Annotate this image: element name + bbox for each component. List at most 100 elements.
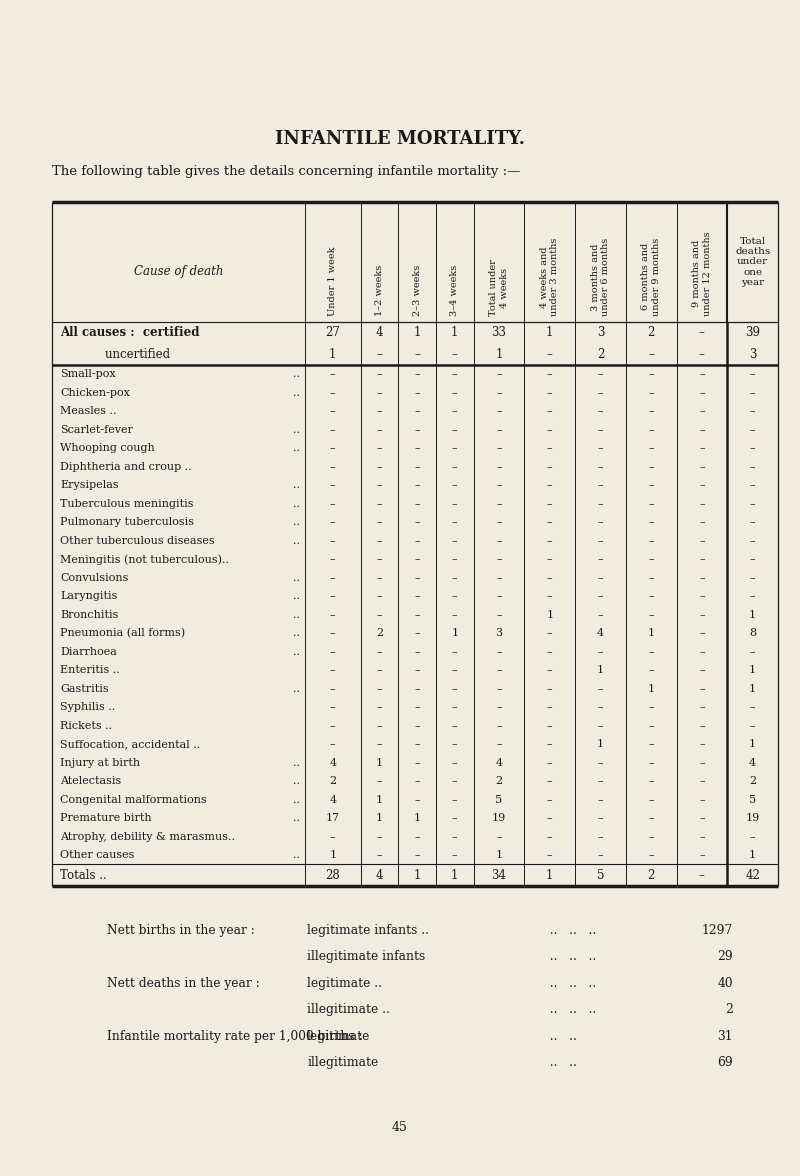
- Text: –: –: [598, 480, 603, 490]
- Text: 1: 1: [749, 850, 756, 861]
- Text: –: –: [414, 480, 420, 490]
- Text: 1–2 weeks: 1–2 weeks: [375, 265, 384, 316]
- Text: 34: 34: [491, 869, 506, 882]
- Text: –: –: [377, 554, 382, 564]
- Text: Bronchitis: Bronchitis: [60, 609, 118, 620]
- Text: –: –: [648, 757, 654, 768]
- Text: –: –: [598, 406, 603, 416]
- Text: –: –: [699, 462, 705, 472]
- Text: –: –: [330, 499, 335, 509]
- Text: Whooping cough: Whooping cough: [60, 443, 154, 453]
- Text: 40: 40: [718, 977, 733, 990]
- Text: uncertified: uncertified: [60, 348, 170, 361]
- Text: –: –: [377, 776, 382, 787]
- Text: 1: 1: [495, 850, 502, 861]
- Text: 2: 2: [725, 1003, 733, 1016]
- Text: –: –: [699, 499, 705, 509]
- Text: Meningitis (not tuberculous)..: Meningitis (not tuberculous)..: [60, 554, 229, 564]
- Text: –: –: [648, 666, 654, 675]
- Text: –: –: [750, 462, 755, 472]
- Text: –: –: [452, 554, 458, 564]
- Text: –: –: [377, 388, 382, 397]
- Text: –: –: [414, 757, 420, 768]
- Text: –: –: [598, 721, 603, 730]
- Text: –: –: [598, 702, 603, 713]
- Text: –: –: [699, 757, 705, 768]
- Text: Cause of death: Cause of death: [134, 265, 223, 278]
- Text: 28: 28: [326, 869, 340, 882]
- Text: –: –: [699, 831, 705, 842]
- Text: –: –: [648, 369, 654, 379]
- Text: illegitimate infants: illegitimate infants: [307, 950, 426, 963]
- Text: 3–4 weeks: 3–4 weeks: [450, 265, 459, 316]
- Text: –: –: [699, 388, 705, 397]
- Text: –: –: [377, 721, 382, 730]
- Text: Gastritis: Gastritis: [60, 683, 109, 694]
- Text: –: –: [648, 425, 654, 435]
- Text: –: –: [414, 628, 420, 639]
- Text: Laryngitis: Laryngitis: [60, 592, 118, 601]
- Text: –: –: [452, 480, 458, 490]
- Text: –: –: [648, 814, 654, 823]
- Text: –: –: [452, 702, 458, 713]
- Text: illegitimate ..: illegitimate ..: [307, 1003, 390, 1016]
- Text: –: –: [648, 740, 654, 749]
- Text: –: –: [330, 554, 335, 564]
- Text: Erysipelas: Erysipelas: [60, 480, 118, 490]
- Text: Congenital malformations: Congenital malformations: [60, 795, 206, 804]
- Text: –: –: [598, 757, 603, 768]
- Text: –: –: [699, 406, 705, 416]
- Text: –: –: [452, 425, 458, 435]
- Text: 4 weeks and
under 3 months: 4 weeks and under 3 months: [540, 238, 559, 316]
- Text: –: –: [452, 499, 458, 509]
- Text: –: –: [330, 721, 335, 730]
- Text: –: –: [330, 388, 335, 397]
- Text: 5: 5: [597, 869, 604, 882]
- Text: –: –: [648, 443, 654, 453]
- Text: –: –: [414, 388, 420, 397]
- Text: –: –: [699, 369, 705, 379]
- Text: –: –: [699, 573, 705, 583]
- Text: 1: 1: [414, 869, 421, 882]
- Text: –: –: [598, 814, 603, 823]
- Text: –: –: [496, 592, 502, 601]
- Text: –: –: [699, 443, 705, 453]
- Text: ..: ..: [293, 814, 300, 823]
- Text: –: –: [496, 666, 502, 675]
- Text: –: –: [377, 462, 382, 472]
- Text: ..   ..   ..: .. .. ..: [542, 950, 596, 963]
- Text: –: –: [414, 462, 420, 472]
- Text: –: –: [648, 776, 654, 787]
- Text: –: –: [496, 388, 502, 397]
- Text: –: –: [452, 348, 458, 361]
- Text: 9 months and
under 12 months: 9 months and under 12 months: [692, 232, 712, 316]
- Text: –: –: [330, 592, 335, 601]
- Text: –: –: [330, 683, 335, 694]
- Text: –: –: [547, 721, 553, 730]
- Text: Under 1 week: Under 1 week: [328, 247, 338, 316]
- Text: –: –: [547, 499, 553, 509]
- Text: –: –: [648, 831, 654, 842]
- Text: 3 months and
under 6 months: 3 months and under 6 months: [590, 238, 610, 316]
- Text: –: –: [452, 831, 458, 842]
- Text: ..   ..: .. ..: [542, 1030, 577, 1043]
- Text: 1: 1: [451, 628, 458, 639]
- Text: –: –: [547, 702, 553, 713]
- Text: –: –: [377, 850, 382, 861]
- Text: –: –: [496, 462, 502, 472]
- Text: 1: 1: [414, 326, 421, 339]
- Text: ..: ..: [293, 776, 300, 787]
- Text: Diphtheria and croup ..: Diphtheria and croup ..: [60, 462, 192, 472]
- Text: –: –: [547, 850, 553, 861]
- Text: 1: 1: [749, 666, 756, 675]
- Text: 1: 1: [414, 814, 421, 823]
- Text: Premature birth: Premature birth: [60, 814, 152, 823]
- Text: –: –: [496, 683, 502, 694]
- Text: –: –: [496, 480, 502, 490]
- Text: 19: 19: [746, 814, 760, 823]
- Text: –: –: [750, 480, 755, 490]
- Text: 8: 8: [749, 628, 756, 639]
- Text: –: –: [452, 683, 458, 694]
- Text: –: –: [414, 348, 420, 361]
- Text: –: –: [699, 517, 705, 527]
